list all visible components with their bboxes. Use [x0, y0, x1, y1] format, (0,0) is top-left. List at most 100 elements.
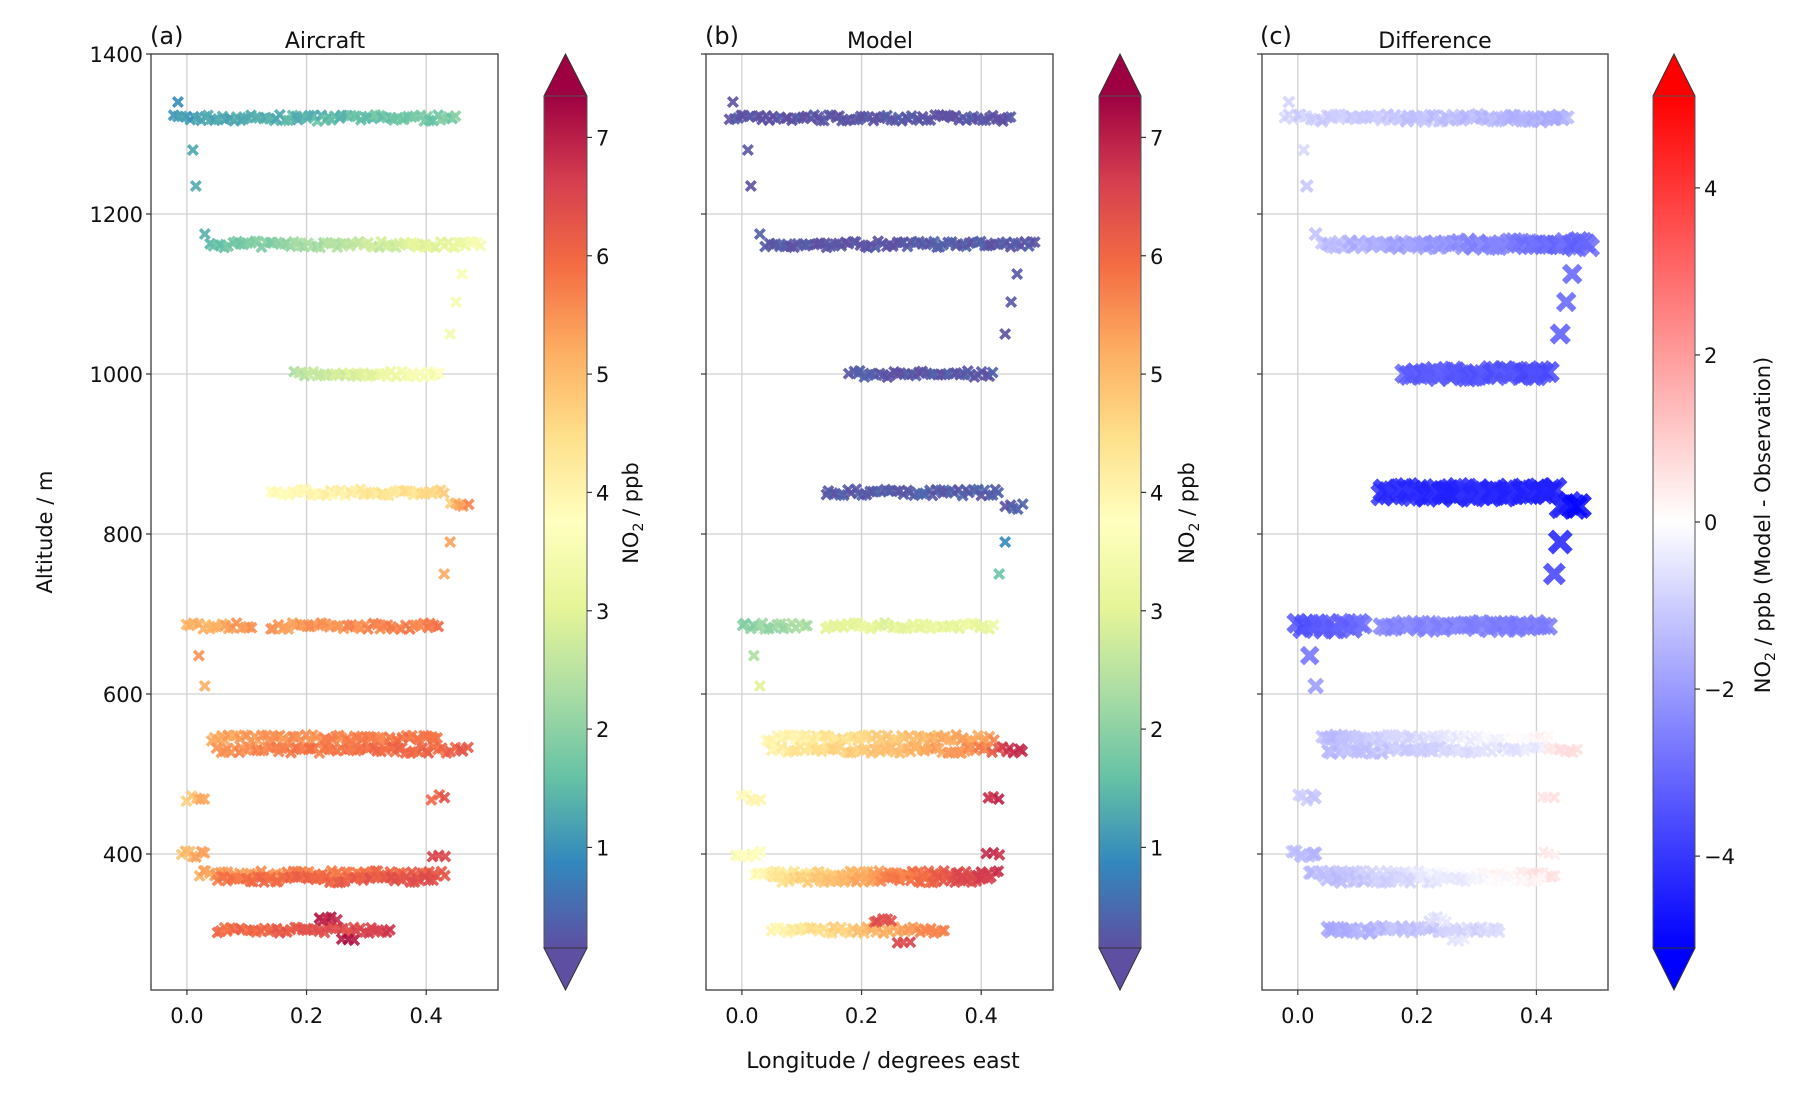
- x-tick-label: 0.4: [410, 1004, 443, 1028]
- data-point: [449, 110, 462, 123]
- data-point: [1561, 263, 1583, 285]
- data-point: [1016, 745, 1029, 758]
- data-point: [1458, 933, 1471, 945]
- data-point: [171, 96, 184, 108]
- data-point: [747, 649, 760, 662]
- data-point: [1007, 746, 1020, 759]
- data-point: [987, 618, 1000, 631]
- data-point: [1307, 790, 1322, 805]
- data-point: [1493, 926, 1506, 939]
- data-point: [993, 568, 1006, 580]
- panel-a-title: Aircraft: [285, 29, 366, 54]
- data-point: [744, 180, 757, 192]
- colorbar-tick-label: 0: [1704, 511, 1717, 535]
- data-point: [432, 620, 445, 633]
- colorbar-aircraft-label: NO2 / ppb: [619, 462, 647, 564]
- data-point: [1565, 492, 1592, 519]
- data-point: [330, 913, 343, 926]
- panel-model: 0.0 0.2 0.4: [701, 53, 1054, 1028]
- colorbar-model: 1 2 3 4 5 6 7: [1098, 52, 1163, 992]
- x-tick-label: 0.4: [965, 1004, 998, 1028]
- colorbar-extend-max: [1098, 52, 1142, 97]
- data-point: [1571, 743, 1584, 756]
- data-point: [1299, 645, 1320, 666]
- colorbar-tick-label: 2: [1150, 718, 1163, 742]
- colorbar-body: [1098, 95, 1142, 949]
- x-tick-label: 0.0: [725, 1004, 758, 1028]
- data-point: [1481, 730, 1492, 741]
- data-point: [427, 874, 440, 887]
- data-point: [1307, 846, 1323, 862]
- colorbar-tick-label: 3: [596, 600, 609, 624]
- data-point: [904, 936, 917, 949]
- colorbar-tick-label: 7: [596, 126, 609, 150]
- data-point: [198, 847, 211, 860]
- data-point: [456, 268, 469, 280]
- data-point: [1559, 109, 1575, 125]
- data-point: [1353, 615, 1373, 635]
- data-point: [753, 680, 766, 692]
- markers: [167, 96, 487, 947]
- x-tick-label: 0.2: [845, 1004, 878, 1028]
- data-point: [1299, 179, 1314, 193]
- data-point: [437, 487, 450, 500]
- colorbar-tick-label: 7: [1150, 126, 1163, 150]
- data-point: [754, 793, 767, 806]
- data-point: [869, 241, 882, 254]
- data-point: [198, 228, 211, 240]
- data-point: [438, 568, 451, 580]
- colorbar-tick-label: 3: [1150, 600, 1163, 624]
- data-point: [992, 486, 1005, 499]
- data-point: [1536, 871, 1548, 883]
- colorbar-body: [1652, 95, 1696, 949]
- colorbar-extend-min: [543, 947, 588, 992]
- y-tick-label: 800: [103, 523, 143, 547]
- data-point: [999, 536, 1012, 548]
- data-point: [993, 848, 1006, 861]
- colorbar-tick-label: 4: [1704, 177, 1717, 201]
- data-point: [433, 367, 446, 380]
- data-point: [938, 924, 951, 937]
- y-tick-label: 400: [103, 843, 143, 867]
- markers: [1278, 95, 1601, 948]
- panel-a-label: (a): [150, 22, 183, 50]
- data-point: [1016, 498, 1029, 511]
- data-point: [1543, 729, 1554, 741]
- data-point: [982, 872, 995, 885]
- data-point: [245, 621, 258, 634]
- axes-frame: [705, 53, 1054, 991]
- data-point: [1481, 875, 1493, 887]
- data-point: [383, 923, 396, 936]
- data-point: [986, 746, 999, 759]
- y-tick-label: 1400: [90, 43, 143, 67]
- colorbar-tick-label: −2: [1704, 678, 1735, 702]
- data-point: [186, 144, 199, 156]
- colorbar-tick-label: 5: [1150, 363, 1163, 387]
- panel-difference: 0.0 0.2 0.4: [1257, 53, 1609, 1028]
- data-point: [1537, 360, 1560, 384]
- axes-frame: [1261, 53, 1609, 991]
- data-point: [438, 869, 451, 882]
- data-point: [1549, 849, 1561, 861]
- data-point: [992, 865, 1005, 878]
- x-axis-label: Longitude / degrees east: [746, 1049, 1020, 1074]
- data-point: [1539, 616, 1559, 636]
- panel-c-title: Difference: [1378, 29, 1491, 54]
- colorbar-tick-label: 2: [596, 718, 609, 742]
- colorbar-tick-label: 4: [596, 481, 609, 505]
- colorbar-difference: −4 −2 0 2 4: [1652, 52, 1735, 992]
- colorbar-extend-min: [1098, 947, 1142, 992]
- data-point: [726, 96, 739, 108]
- x-tick-label: 0.4: [1520, 1004, 1553, 1028]
- data-point: [462, 498, 475, 511]
- data-point: [254, 744, 267, 757]
- x-tick-label: 0.0: [1281, 1004, 1314, 1028]
- data-point: [425, 793, 438, 806]
- data-point: [986, 366, 999, 379]
- data-point: [198, 792, 211, 805]
- data-point: [1549, 323, 1571, 345]
- colorbar-extend-max: [543, 52, 588, 97]
- colorbar-tick-label: 5: [596, 363, 609, 387]
- y-tick-label: 600: [103, 683, 143, 707]
- panel-b-title: Model: [847, 29, 913, 54]
